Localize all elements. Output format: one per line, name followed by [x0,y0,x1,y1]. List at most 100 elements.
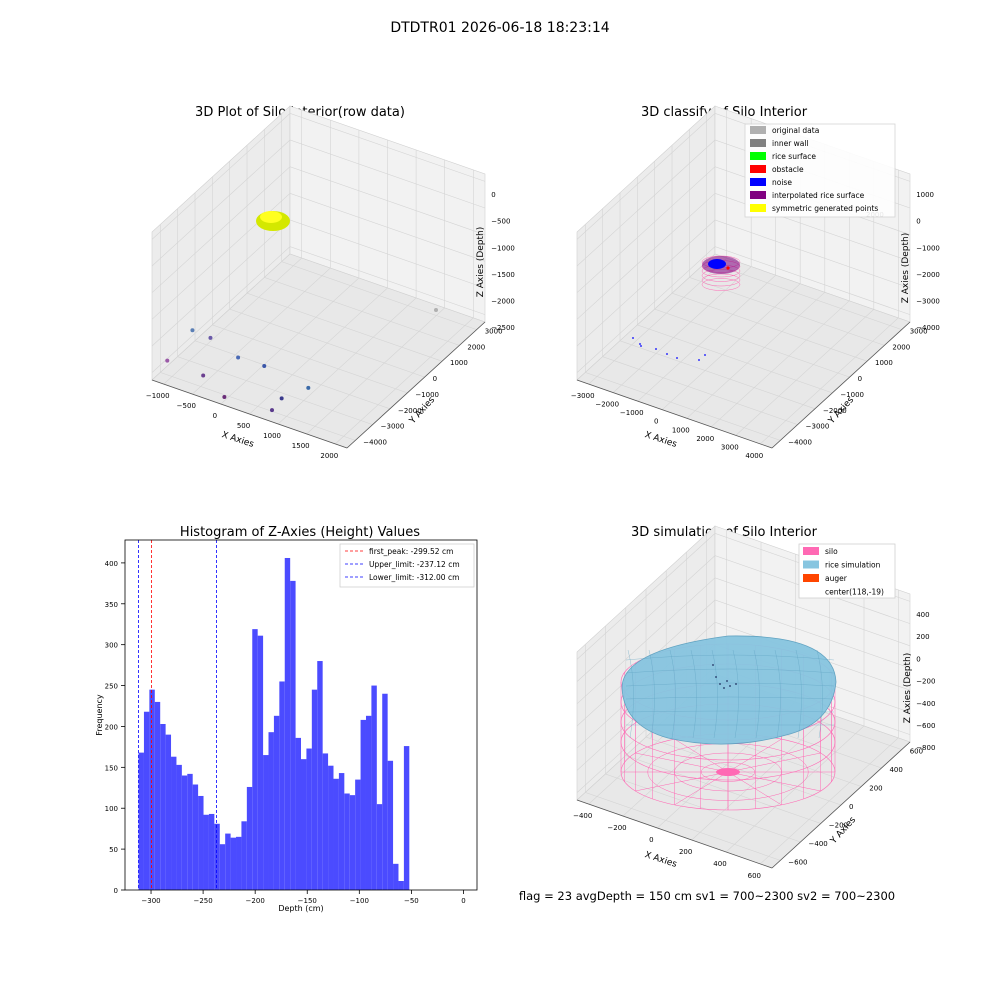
legend-swatch [750,152,766,160]
grid-line-y [281,113,477,330]
silo-floor-spoke [674,738,729,773]
x-axis-line [576,379,773,449]
x-tick-label: −300 [141,897,160,905]
histogram-bar [317,661,323,890]
histogram-bar [241,821,247,890]
y-tick-label: 350 [105,601,118,609]
histogram-bar [246,786,253,890]
x-tick-label: −3000 [571,392,595,400]
rice-mesh-line [625,682,835,687]
grid-line-z [151,246,486,373]
auger-point [712,664,714,666]
y-tick-label: −2000 [398,407,422,415]
raw-data-point [208,335,213,340]
histogram-bar [344,793,350,890]
histogram-bar [273,715,280,890]
raw-data-point [279,396,284,401]
raw-data-point [190,328,195,333]
raw-data-point [201,373,206,378]
silo-floor-spoke [635,771,729,792]
histogram-bar [355,779,361,890]
histogram-bar [382,693,388,890]
x-tick-label: −150 [298,897,317,905]
rice-mesh-line [625,668,835,674]
status-footer: flag = 23 avgDepth = 150 cm sv1 = 700~23… [519,889,895,903]
histogram-bar [376,804,383,890]
legend-swatch [750,178,766,186]
y-tick-label: 300 [105,642,118,650]
histogram-bar [349,795,356,890]
histogram-bar [311,689,318,890]
grid-line-y [229,161,425,378]
z-tick-label: 1000 [916,191,934,199]
histogram-bar [187,773,193,890]
z-tick-label: −2000 [916,271,940,279]
histogram-bar [208,813,215,890]
grid-line-y [212,176,408,394]
y-tick-label: 250 [105,683,118,691]
grid-line-z [576,246,911,373]
y-tick-label: 600 [910,748,923,756]
histogram-bar [290,580,296,890]
noise-point [666,353,668,355]
rice-mesh-line [732,649,739,739]
z-tick-label: 0 [916,655,920,663]
y-tick-label: 0 [849,803,853,811]
histogram-bar [214,823,220,890]
z-tick-label: −1500 [491,271,515,279]
rice-mesh-line [625,654,835,661]
x-tick-label: −1000 [146,392,170,400]
x-tick-label: 3000 [721,443,739,451]
grid-line-z [576,577,911,705]
panel1-3d-axes: −1000 −500 0 500 1000 1500 2000 −4000 −3000 −2000… [146,105,515,460]
panel2-zlabel: Z Axies (Depth) [901,233,911,304]
x-tick-label: 600 [748,872,761,880]
rice-mesh-line [625,710,835,713]
noise-point [704,354,706,356]
grid-line-z [151,219,486,347]
z-tick-label: −3000 [916,298,940,306]
legend-frame [798,543,896,599]
x-tick-label: 0 [213,412,217,420]
histogram-bar [403,746,410,890]
histogram-vlines [138,540,217,890]
legend-label: auger [825,574,848,583]
grid-line-y [264,129,460,346]
legend-label: Upper_limit: -237.12 cm [369,560,460,569]
histogram-bar [165,734,172,890]
panel4-legend: silo rice simulation auger center(118,-19) [798,543,896,599]
grid-line-x [335,169,474,445]
grid-line-y [645,589,842,806]
legend-frame [744,123,896,218]
z-tick-label: −400 [916,700,935,708]
z-tick-label: 200 [916,633,929,641]
histogram-bar [306,748,312,890]
raw-data-point [270,408,274,413]
legend-label: silo [825,547,838,556]
z-tick-label: −1000 [491,244,515,252]
z-tick-label: 0 [491,191,495,199]
histogram-bar [371,685,377,890]
grid-line-y [160,224,356,441]
legend-label: center(118,-19) [825,588,884,597]
y-tick-label: 1000 [875,359,893,367]
histogram-bar [149,689,155,890]
legend-frame [339,543,475,588]
legend-label: original data [772,126,819,135]
grid-line-x [760,169,899,445]
y-tick-label: 1000 [450,359,468,367]
histogram-bar [252,629,258,890]
grid-line-z [151,192,486,320]
grid-line-y [246,145,443,362]
silo-center-mark [716,768,740,776]
y-tick-label: −2000 [823,407,847,415]
raw-data-point [306,385,311,390]
rice-mesh-line [816,649,823,739]
auger-point [726,680,728,682]
y-tick-label: 0 [114,887,118,895]
grid-line-z [576,219,911,347]
histogram-bar [301,759,307,890]
grid-line-y [602,208,798,425]
rice-mesh-line [753,649,760,739]
histogram-bar [230,837,237,890]
